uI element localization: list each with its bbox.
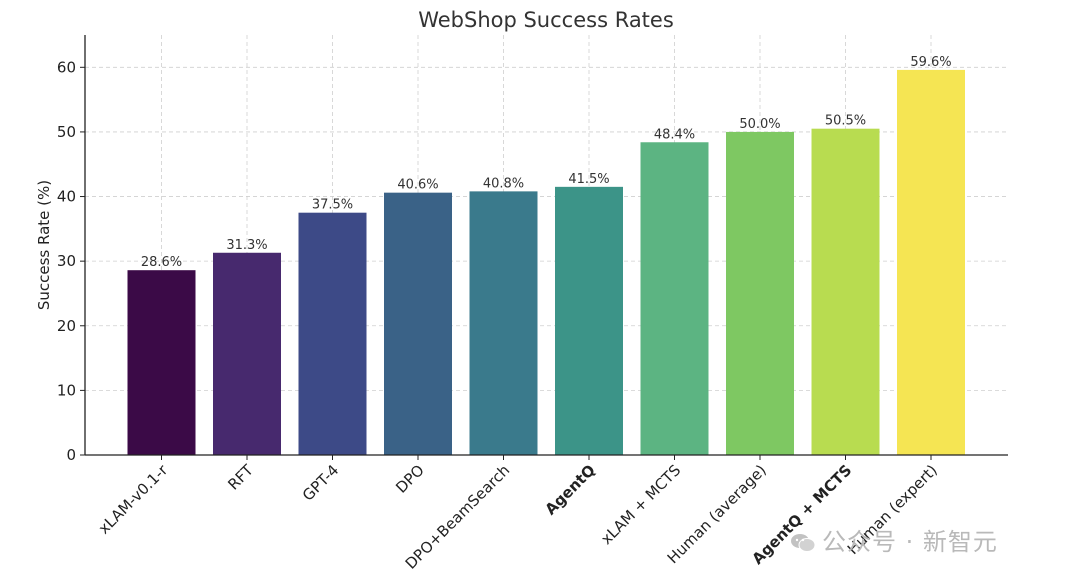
- bar: [127, 270, 196, 455]
- y-ticks-group: 0 10 20 30 40 50 60: [57, 58, 85, 464]
- bars-group: [127, 69, 965, 456]
- x-tick-label: GPT-4: [299, 461, 342, 504]
- bar: [811, 128, 880, 455]
- y-tick-label: 0: [66, 446, 76, 464]
- y-tick-label: 60: [57, 58, 76, 76]
- data-label: 59.6%: [910, 55, 951, 70]
- data-label: 40.8%: [483, 176, 524, 191]
- bar: [213, 252, 281, 455]
- chart-title: WebShop Success Rates: [418, 8, 674, 32]
- y-tick-label: 50: [57, 123, 76, 141]
- x-tick-label: RFT: [224, 461, 257, 494]
- data-label: 37.5%: [312, 198, 353, 213]
- data-label: 50.5%: [825, 114, 866, 129]
- wechat-icon: [790, 531, 816, 552]
- bar: [640, 142, 709, 455]
- y-tick-label: 40: [57, 188, 76, 206]
- y-tick-label: 30: [57, 252, 76, 270]
- bar: [384, 192, 452, 455]
- bar: [555, 186, 623, 455]
- y-tick-label: 20: [57, 317, 76, 335]
- bar: [298, 212, 367, 455]
- y-tick-label: 10: [57, 381, 76, 399]
- x-tick-label: DPO: [392, 461, 428, 497]
- data-label: 31.3%: [226, 238, 267, 253]
- bar: [726, 131, 794, 455]
- y-axis-label: Success Rate (%): [35, 180, 53, 310]
- x-tick-label: xLAM + MCTS: [597, 461, 684, 548]
- watermark: 公众号 · 新智元: [790, 522, 998, 557]
- data-label: 41.5%: [568, 172, 609, 187]
- data-labels-group: 28.6% 31.3% 37.5% 40.6% 40.8% 41.5% 48.4% 50.0%…: [141, 55, 952, 270]
- x-tick-label: xLAM-v0.1-r: [95, 461, 172, 538]
- bar: [469, 191, 538, 455]
- x-tick-label: AgentQ: [541, 461, 598, 518]
- data-label: 40.6%: [397, 178, 438, 193]
- data-label: 50.0%: [739, 117, 780, 132]
- data-label: 48.4%: [654, 127, 695, 142]
- bar: [897, 69, 965, 456]
- data-label: 28.6%: [141, 255, 182, 270]
- watermark-text: 公众号 · 新智元: [822, 528, 998, 556]
